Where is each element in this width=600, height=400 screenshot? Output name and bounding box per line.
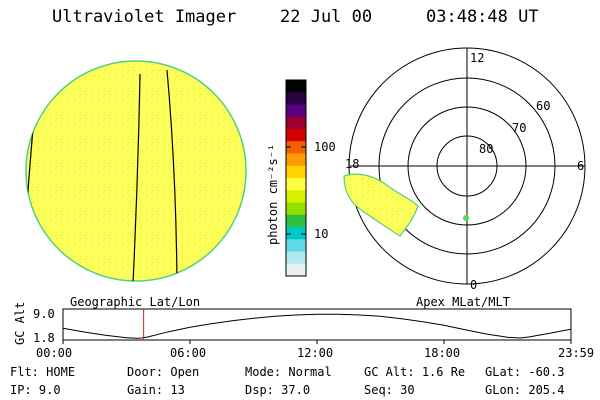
colorbar-tick-label: 10 (314, 227, 328, 241)
colorbar-swatch (286, 116, 306, 130)
meridian-line (166, 69, 178, 281)
geo-caption: Geographic Lat/Lon (70, 295, 201, 309)
time-label: 03:48:48 UT (426, 7, 539, 27)
status-field-value: 1.6 Re (421, 365, 466, 379)
colorbar-swatch (286, 227, 306, 240)
mlt-label-0: 0 (470, 278, 477, 292)
status-field-value: Normal (288, 365, 332, 379)
status-field-value: -60.3 (528, 365, 565, 379)
status-field-label: GC Alt: (364, 365, 415, 379)
aurora-region (343, 173, 419, 237)
status-field: GLon: 205.4 (485, 384, 564, 396)
orbit-xtick-label: 23:59 (558, 346, 594, 360)
instrument-title: Ultraviolet Imager (52, 7, 237, 27)
orbit-xtick-label: 18:00 (424, 346, 460, 360)
colorbar-frame (285, 79, 307, 277)
status-field-value: Open (170, 365, 200, 379)
status-field-label: Gain: (127, 383, 164, 397)
colorbar-swatch (286, 251, 306, 265)
orbit-ytick-label: 1.8 (33, 331, 55, 345)
orbit-ylabel: GC Alt (13, 302, 27, 345)
colorbar-swatch (286, 153, 306, 167)
orbit-ytick-label: 9.0 (33, 307, 55, 321)
orbit-xtick-label: 06:00 (170, 346, 206, 360)
mlat-label-70: 70 (512, 121, 526, 135)
status-field-label: GLon: (485, 383, 522, 397)
status-field: Seq: 30 (364, 384, 415, 396)
colorbar-swatch (286, 239, 306, 252)
position-marker (463, 215, 469, 221)
status-field: GLat: -60.3 (485, 366, 564, 378)
status-field: IP: 9.0 (10, 384, 61, 396)
status-field-value: 30 (400, 383, 415, 397)
orbit-xtick-label: 00:00 (36, 346, 72, 360)
status-field-value: 9.0 (38, 383, 61, 397)
colorbar-swatch (286, 190, 306, 203)
mlt-label-6: 6 (577, 159, 584, 173)
colorbar-swatch (286, 165, 306, 179)
colorbar-swatch (286, 202, 306, 216)
status-field-value: 37.0 (281, 383, 311, 397)
status-field-label: Door: (127, 365, 164, 379)
mlt-label-12: 12 (470, 51, 484, 65)
status-field-value: 205.4 (528, 383, 565, 397)
polar-caption: Apex MLat/MLT (416, 295, 510, 309)
status-field-label: IP: (10, 383, 32, 397)
colorbar-swatch (286, 263, 306, 277)
date-label: 22 Jul 00 (280, 7, 373, 27)
polar-plot: 12 6 0 18 80 70 60 (343, 47, 586, 292)
status-field: Mode: Normal (245, 366, 332, 378)
colorbar-swatch (286, 80, 306, 93)
status-field-label: Dsp: (245, 383, 274, 397)
mlat-label-60: 60 (536, 99, 550, 113)
status-field-value: HOME (46, 365, 76, 379)
status-field-value: 13 (170, 383, 185, 397)
status-field: Flt: HOME (10, 366, 75, 378)
altitude-curve (62, 313, 571, 339)
status-field-label: Mode: (245, 365, 282, 379)
geo-disc (25, 60, 247, 282)
mlat-label-80: 80 (479, 142, 493, 156)
colorbar-swatch (286, 141, 306, 154)
colorbar-swatch (286, 129, 306, 142)
colorbar-swatch (286, 214, 306, 228)
status-field: Dsp: 37.0 (245, 384, 310, 396)
status-field-label: Flt: (10, 365, 39, 379)
status-field-label: GLat: (485, 365, 522, 379)
orbit-chart: 00:00 06:00 12:00 18:00 23:59 9.0 1.8 (33, 307, 594, 360)
meridian-line (132, 73, 141, 281)
geo-image-panel (25, 60, 247, 282)
colorbar-label: photon cm⁻²s⁻¹ (266, 144, 280, 245)
colorbar: 100 10 (285, 79, 336, 277)
status-field: GC Alt: 1.6 Re (364, 366, 465, 378)
colorbar-swatch (286, 92, 306, 105)
colorbar-swatch (286, 178, 306, 191)
status-field: Door: Open (127, 366, 199, 378)
colorbar-tick-label: 100 (314, 140, 336, 154)
colorbar-swatch (286, 104, 306, 118)
mlt-label-18: 18 (345, 157, 359, 171)
status-field-label: Seq: (364, 383, 393, 397)
status-field: Gain: 13 (127, 384, 185, 396)
orbit-xtick-label: 12:00 (297, 346, 333, 360)
